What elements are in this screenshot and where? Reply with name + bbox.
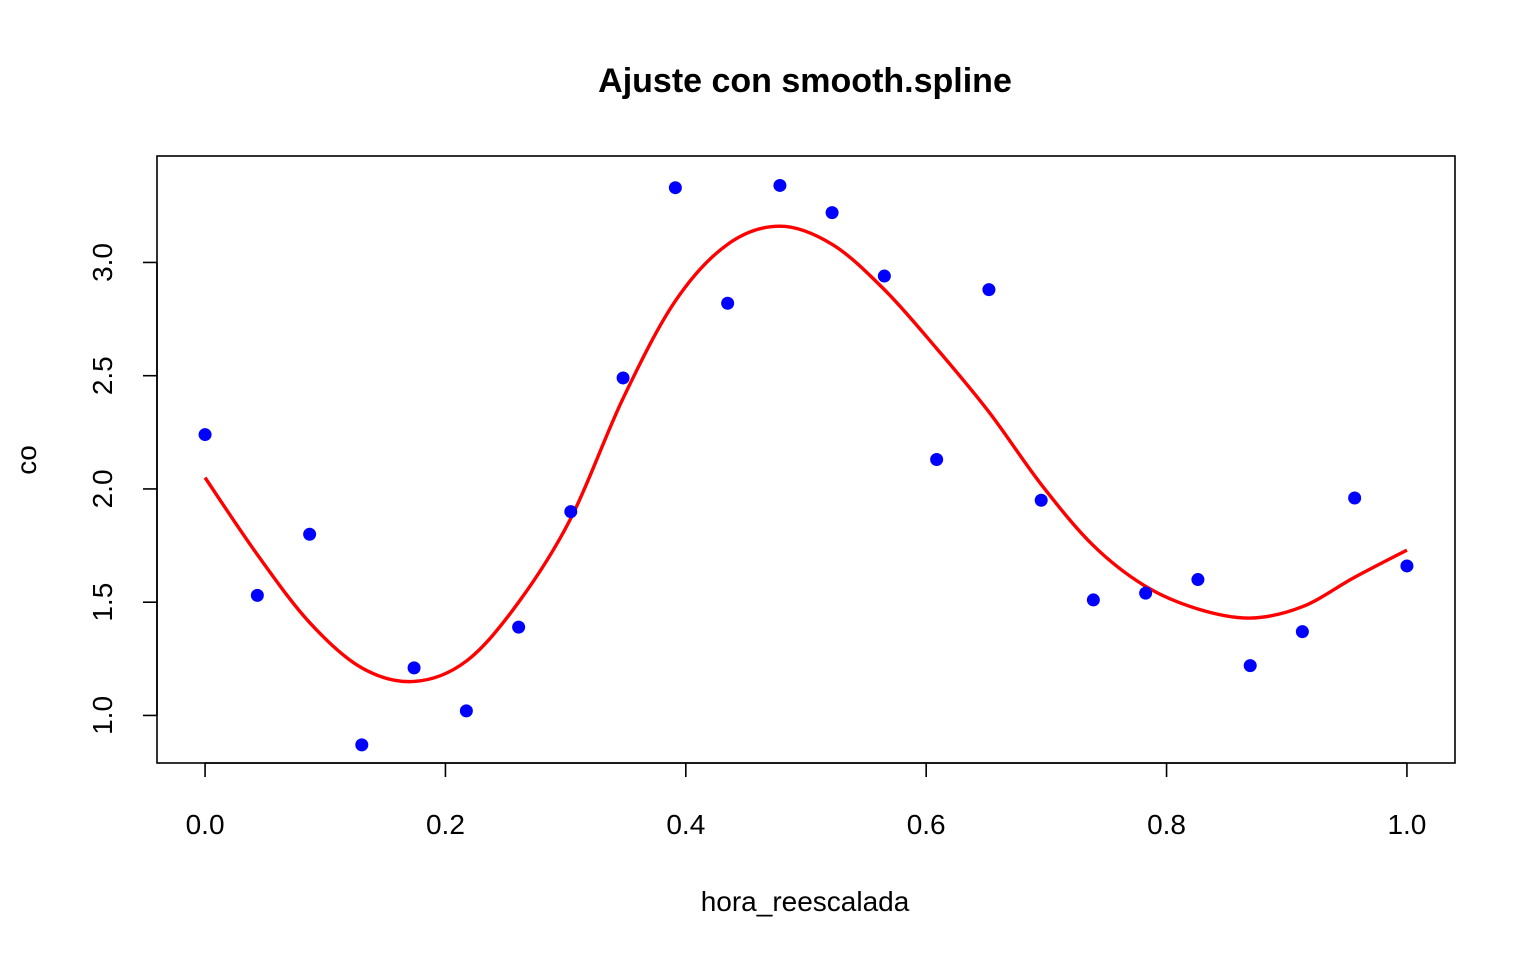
data-point — [773, 178, 787, 192]
y-tick-label: 3.0 — [87, 243, 118, 282]
data-point — [1139, 586, 1153, 600]
x-tick-label: 0.0 — [186, 809, 225, 840]
data-point — [1348, 491, 1362, 505]
data-point — [198, 428, 212, 442]
x-axis: 0.0 0.2 0.4 0.6 0.8 1.0 — [186, 762, 1426, 840]
y-tick-label: 2.0 — [87, 469, 118, 508]
data-point — [564, 505, 578, 519]
data-point — [355, 738, 369, 752]
series-layer — [198, 178, 1414, 752]
data-point — [407, 661, 421, 675]
data-point — [930, 453, 944, 466]
plot-frame — [156, 155, 1456, 764]
x-tick-label: 0.2 — [426, 809, 465, 840]
spline-line — [203, 224, 1408, 684]
y-tick-label: 1.5 — [87, 583, 118, 622]
x-tick-label: 0.6 — [907, 809, 946, 840]
data-point — [616, 371, 630, 385]
x-tick-label: 1.0 — [1387, 809, 1426, 840]
data-point — [1400, 559, 1414, 573]
data-point — [825, 206, 839, 220]
y-tick-label: 2.5 — [87, 356, 118, 395]
data-point — [1191, 573, 1205, 587]
x-axis-label: hora_reescalada — [701, 886, 910, 917]
x-tick-label: 0.4 — [666, 809, 705, 840]
data-point — [877, 269, 891, 283]
data-point — [1034, 493, 1048, 507]
data-point — [512, 620, 526, 634]
data-point — [668, 181, 682, 195]
y-axis-label: co — [11, 445, 42, 475]
data-point — [1086, 593, 1100, 607]
data-point — [250, 588, 264, 602]
chart-title: Ajuste con smooth.spline — [598, 62, 1012, 100]
y-axis: 1.0 1.5 2.0 2.5 3.0 — [87, 243, 158, 735]
data-point — [303, 527, 317, 541]
data-point — [721, 296, 735, 310]
data-point — [982, 283, 996, 297]
data-point — [1295, 625, 1309, 639]
data-point — [459, 704, 473, 718]
x-tick-label: 0.8 — [1147, 809, 1186, 840]
data-point — [1243, 659, 1257, 673]
y-tick-label: 1.0 — [87, 696, 118, 735]
